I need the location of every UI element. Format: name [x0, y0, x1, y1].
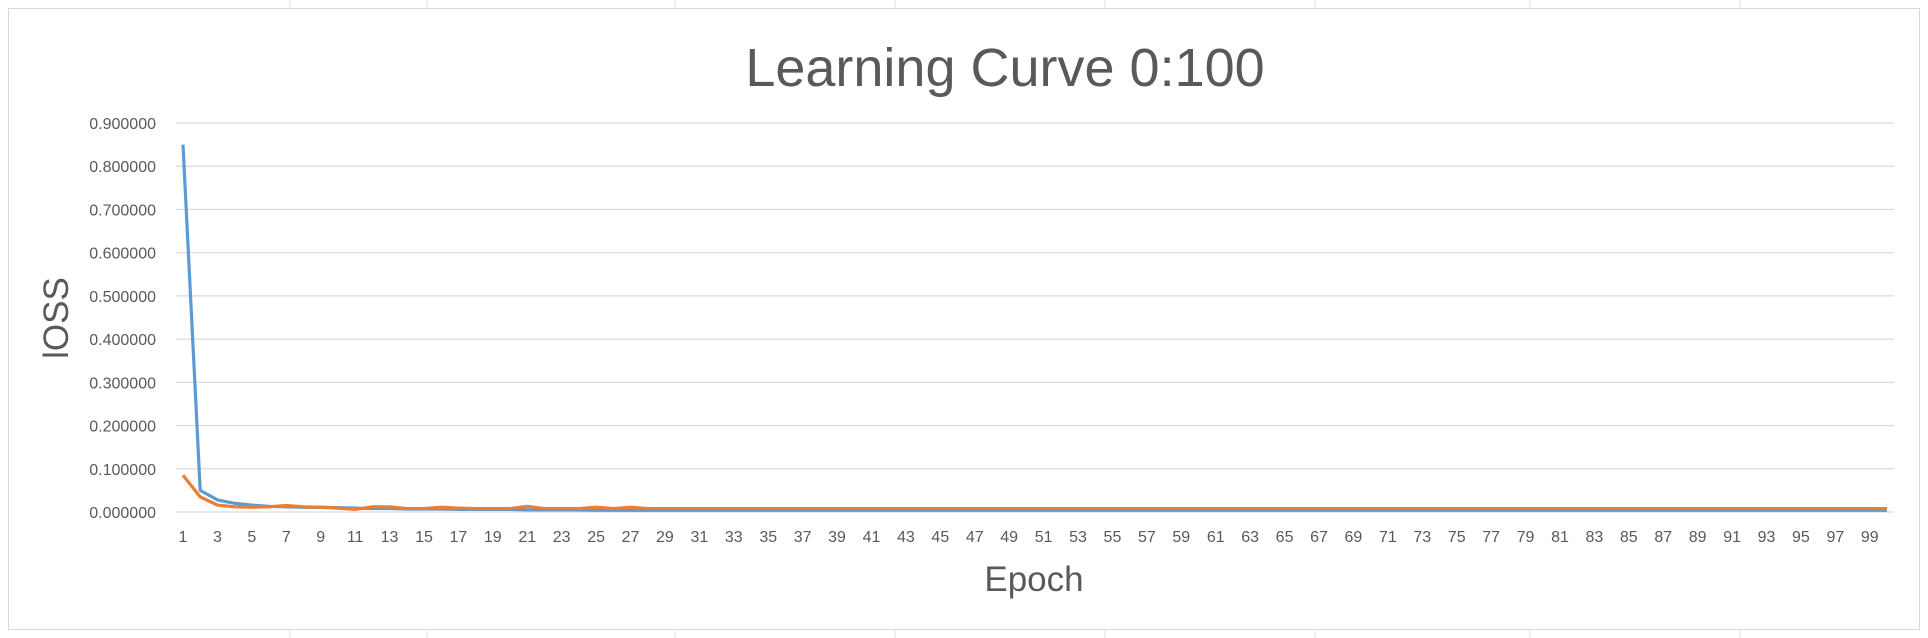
x-tick-label: 55	[1104, 529, 1122, 546]
x-tick-label: 97	[1826, 529, 1844, 546]
x-tick-label: 11	[347, 529, 364, 546]
x-tick-label: 91	[1723, 529, 1741, 546]
x-tick-label: 53	[1069, 529, 1087, 546]
series-line-2	[181, 474, 1887, 512]
x-tick-label: 31	[690, 529, 708, 546]
x-tick-label: 63	[1241, 529, 1259, 546]
x-tick-label: 13	[381, 529, 399, 546]
x-tick-label: 93	[1758, 529, 1776, 546]
x-tick-label: 73	[1413, 529, 1431, 546]
x-tick-label: 83	[1585, 529, 1603, 546]
y-tick-label: 0.000000	[89, 505, 156, 522]
series-line-1	[181, 144, 1887, 512]
x-tick-label: 37	[794, 529, 812, 546]
x-tick-label: 67	[1310, 529, 1328, 546]
y-tick-label: 0.100000	[89, 462, 156, 479]
x-tick-label: 23	[553, 529, 571, 546]
gridlines	[176, 122, 1894, 513]
x-tick-label: 61	[1207, 529, 1225, 546]
x-tick-label: 87	[1654, 529, 1672, 546]
x-tick-label: 59	[1172, 529, 1190, 546]
x-tick-label: 47	[966, 529, 984, 546]
x-tick-label: 51	[1035, 529, 1053, 546]
y-tick-label: 0.400000	[89, 332, 156, 349]
y-tick-label: 0.600000	[89, 246, 156, 263]
x-tick-label: 45	[931, 529, 949, 546]
x-tick-label: 17	[449, 529, 467, 546]
x-tick-label: 9	[316, 529, 325, 546]
y-tick-label: 0.700000	[89, 202, 156, 219]
x-tick-label: 85	[1620, 529, 1638, 546]
y-tick-label: 0.300000	[89, 375, 156, 392]
series-lines	[181, 144, 1887, 512]
x-tick-label: 71	[1379, 529, 1397, 546]
x-tick-label: 77	[1482, 529, 1500, 546]
x-tick-label: 15	[415, 529, 433, 546]
y-tick-label: 0.800000	[89, 159, 156, 176]
x-tick-label: 35	[759, 529, 777, 546]
y-tick-label: 0.500000	[89, 289, 156, 306]
chart-title: Learning Curve 0:100	[745, 38, 1264, 98]
x-tick-label: 29	[656, 529, 674, 546]
x-tick-label: 49	[1000, 529, 1018, 546]
y-axis-label: lOSS	[37, 277, 76, 359]
x-tick-label: 3	[213, 529, 222, 546]
x-tick-label: 25	[587, 529, 605, 546]
x-tick-label: 19	[484, 529, 502, 546]
x-tick-label: 39	[828, 529, 846, 546]
x-tick-label: 75	[1448, 529, 1466, 546]
x-axis-label: Epoch	[984, 560, 1083, 599]
x-tick-label: 1	[179, 529, 188, 546]
x-tick-label: 65	[1276, 529, 1294, 546]
x-tick-label: 69	[1345, 529, 1363, 546]
y-tick-label: 0.900000	[89, 116, 156, 133]
x-tick-label: 21	[518, 529, 536, 546]
x-tick-label: 27	[622, 529, 640, 546]
x-tick-label: 95	[1792, 529, 1810, 546]
x-tick-label: 7	[282, 529, 291, 546]
x-tick-label: 43	[897, 529, 915, 546]
y-tick-label: 0.200000	[89, 419, 156, 436]
x-tick-label: 89	[1689, 529, 1707, 546]
x-tick-label: 81	[1551, 529, 1569, 546]
x-tick-label: 99	[1861, 529, 1879, 546]
x-axis-tick-labels: 1 3 5 7 9 11 13 15 17 19 21 23 25 27 29 31 33 35 37 39 41 43 4…	[179, 529, 1879, 546]
x-tick-label: 5	[247, 529, 256, 546]
x-tick-label: 41	[863, 529, 881, 546]
x-tick-label: 33	[725, 529, 743, 546]
x-tick-label: 79	[1517, 529, 1535, 546]
y-axis-tick-labels: 0.000000 0.100000 0.200000 0.300000 0.400000…	[89, 116, 156, 522]
chart-area[interactable]	[8, 8, 1920, 630]
x-tick-label: 57	[1138, 529, 1156, 546]
